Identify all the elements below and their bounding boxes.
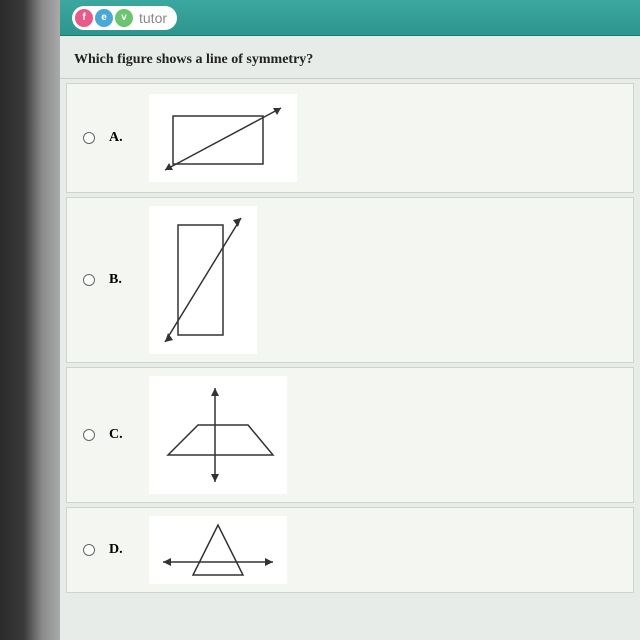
- logo-pill-v: v: [115, 9, 133, 27]
- option-b[interactable]: B.: [66, 197, 634, 363]
- question-area: Which figure shows a line of symmetry?: [60, 36, 640, 79]
- logo-text: tutor: [139, 10, 167, 26]
- figure-c: [149, 376, 287, 494]
- figure-a: [149, 94, 297, 182]
- figure-b: [149, 206, 257, 354]
- radio-b[interactable]: [83, 274, 95, 286]
- option-label-b: B.: [109, 272, 129, 288]
- radio-c[interactable]: [83, 429, 95, 441]
- option-label-a: A.: [109, 130, 129, 146]
- screen: f e v tutor Which figure shows a line of…: [60, 0, 640, 640]
- options-list: A. B.: [60, 83, 640, 593]
- question-text: Which figure shows a line of symmetry?: [74, 52, 626, 68]
- option-a[interactable]: A.: [66, 83, 634, 193]
- option-d[interactable]: D.: [66, 507, 634, 593]
- radio-d[interactable]: [83, 544, 95, 556]
- option-c[interactable]: C.: [66, 367, 634, 503]
- radio-a[interactable]: [83, 132, 95, 144]
- figure-d: [149, 516, 287, 584]
- logo: f e v tutor: [72, 6, 177, 30]
- option-label-c: C.: [109, 427, 129, 443]
- option-label-d: D.: [109, 542, 129, 558]
- tablet-bezel: [0, 0, 60, 640]
- logo-pill-f: f: [75, 9, 93, 27]
- logo-pill-e: e: [95, 9, 113, 27]
- header-bar: f e v tutor: [60, 0, 640, 36]
